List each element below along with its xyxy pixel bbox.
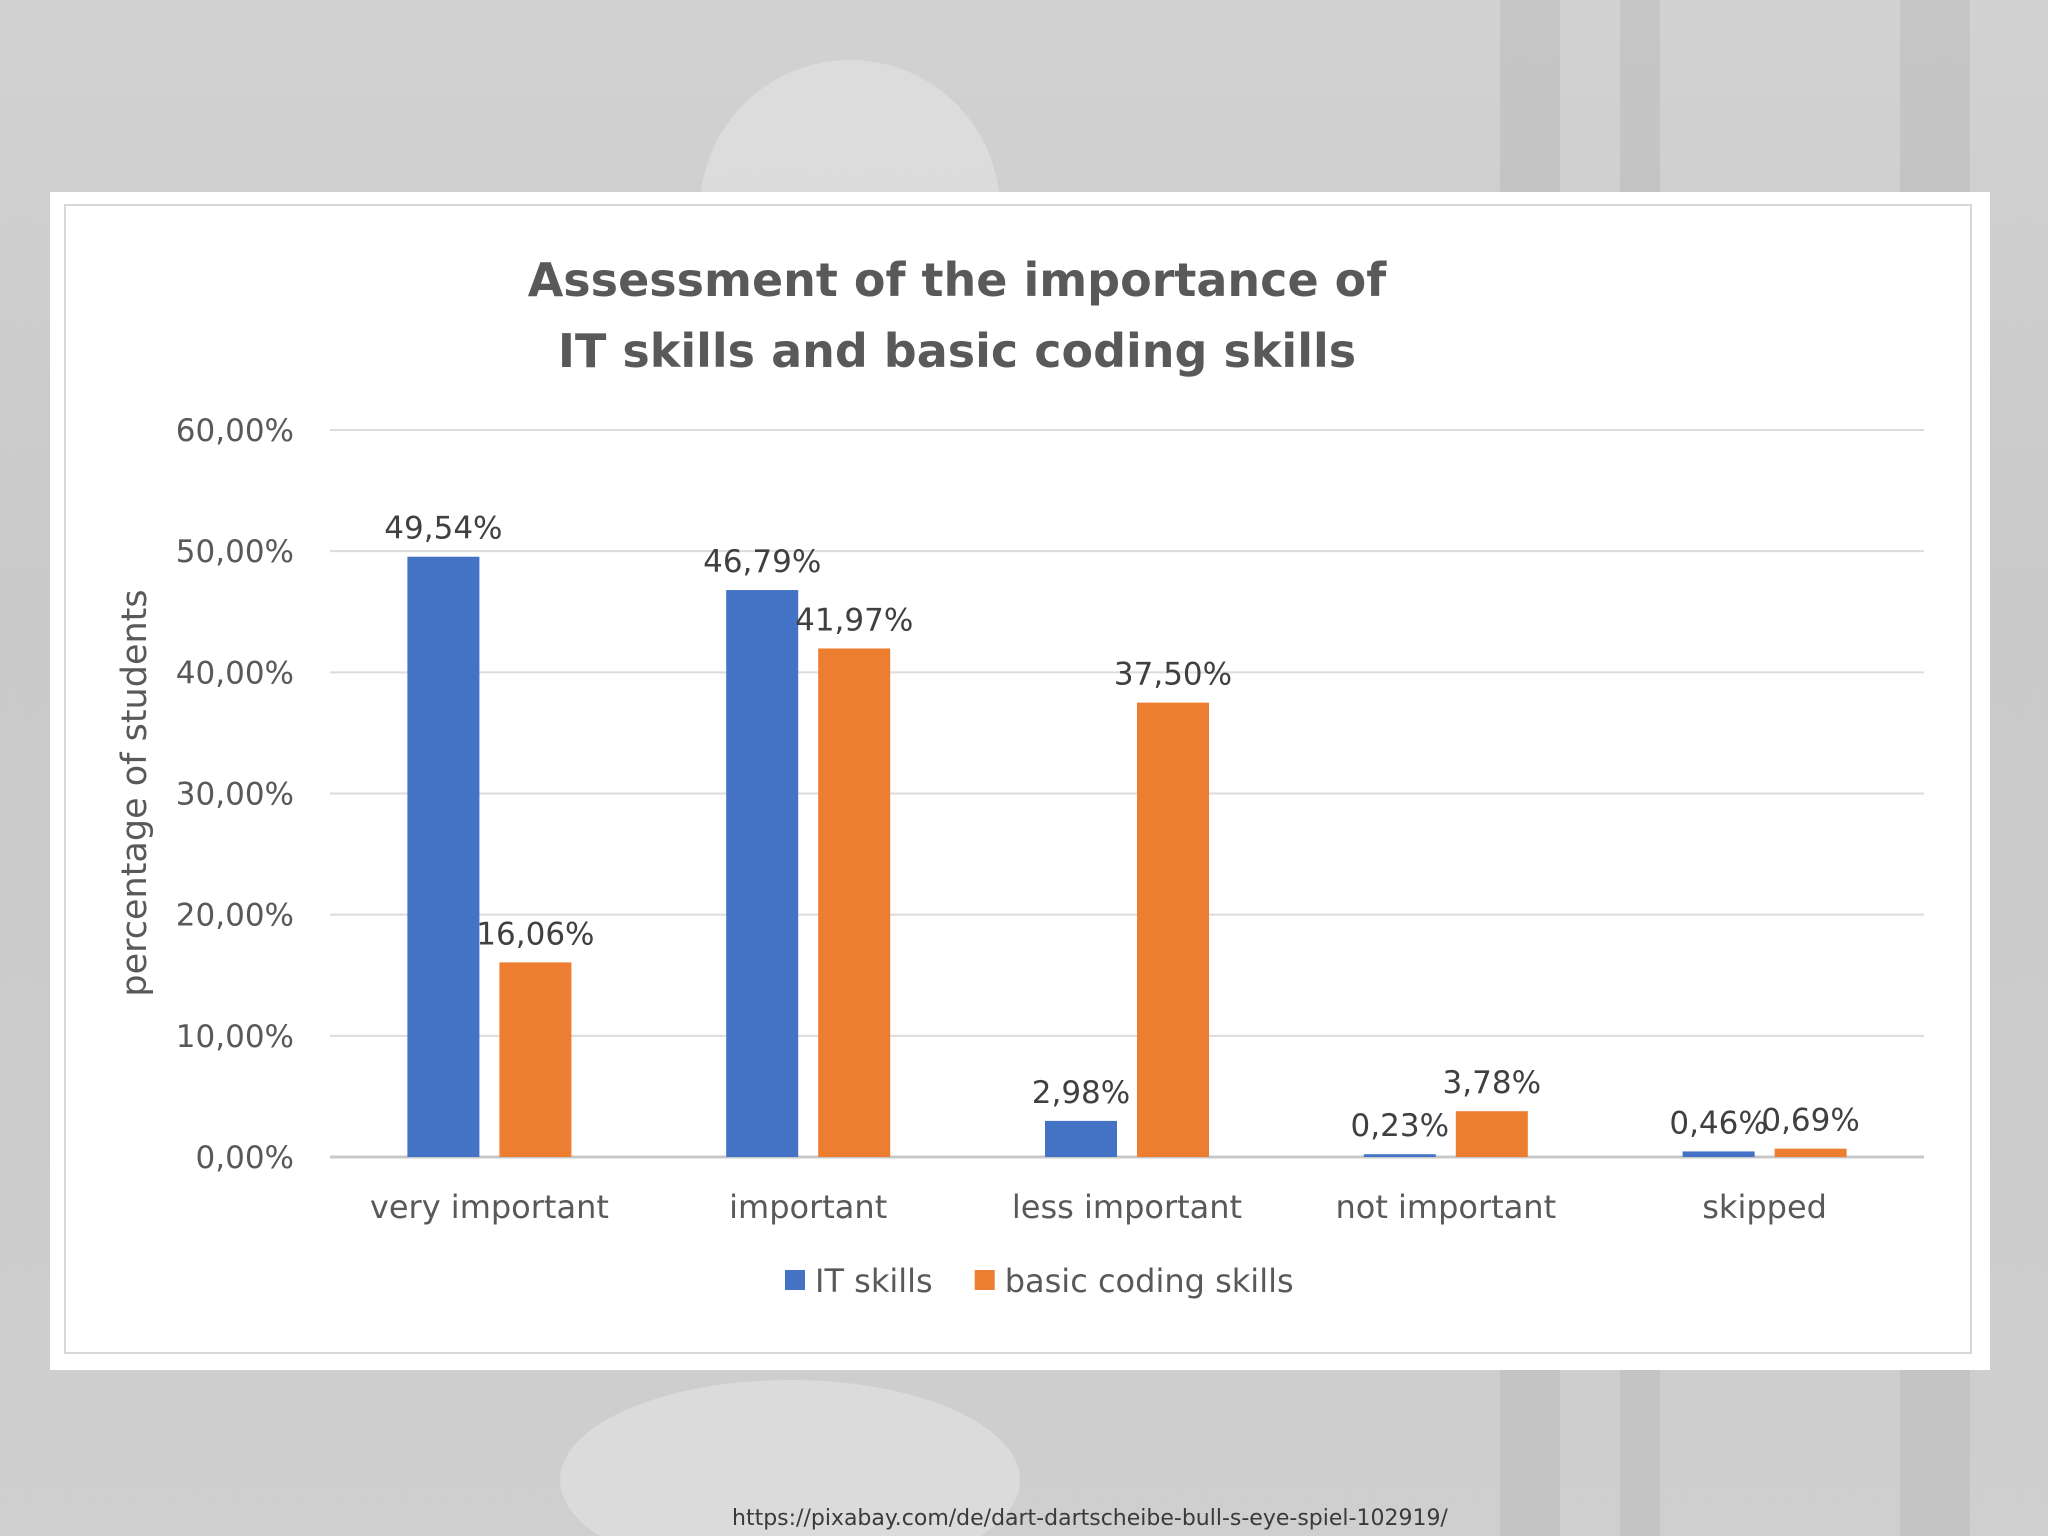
y-tick-label: 60,00%: [176, 413, 294, 449]
x-tick-label: very important: [370, 1188, 609, 1226]
data-label: 0,46%: [1669, 1105, 1767, 1141]
bar-basic-coding-skills: [818, 648, 891, 1157]
y-tick-label: 20,00%: [176, 898, 294, 934]
legend-label: basic coding skills: [1005, 1262, 1294, 1300]
bar-chart: Assessment of the importance of IT skills…: [115, 253, 1924, 1300]
x-tick-label: important: [729, 1188, 887, 1226]
chart-title-line: IT skills and basic coding skills: [558, 324, 1356, 378]
y-tick-label: 30,00%: [176, 777, 294, 813]
bar-it-skills: [1682, 1151, 1755, 1157]
bar-it-skills: [1045, 1120, 1117, 1157]
bar-basic-coding-skills: [499, 962, 572, 1157]
x-tick-label: less important: [1012, 1188, 1242, 1226]
y-tick-label: 10,00%: [176, 1019, 294, 1055]
x-tick-label: skipped: [1702, 1188, 1827, 1226]
bar-it-skills: [1363, 1154, 1436, 1157]
bar-it-skills: [407, 556, 480, 1157]
data-label: 41,97%: [795, 602, 913, 638]
data-label: 0,69%: [1761, 1103, 1859, 1139]
slide-frame: Assessment of the importance of IT skills…: [50, 192, 1990, 1370]
legend-label: IT skills: [815, 1262, 933, 1300]
legend-swatch: [974, 1270, 995, 1290]
data-label: 3,78%: [1443, 1065, 1541, 1101]
data-label: 16,06%: [476, 916, 594, 952]
background-blob: [560, 1380, 1020, 1536]
data-label: 46,79%: [703, 544, 821, 580]
data-label: 2,98%: [1032, 1075, 1130, 1111]
bar-basic-coding-skills: [1455, 1111, 1528, 1157]
y-tick-label: 0,00%: [196, 1140, 294, 1176]
chart-title-line: Assessment of the importance of: [528, 253, 1388, 307]
data-label: 37,50%: [1114, 657, 1232, 693]
legend-swatch: [785, 1270, 805, 1290]
data-label: 0,23%: [1351, 1108, 1449, 1144]
x-tick-label: not important: [1335, 1188, 1556, 1226]
y-tick-label: 50,00%: [176, 534, 294, 570]
y-axis-label: percentage of students: [115, 589, 155, 996]
image-credit: https://pixabay.com/de/dart-dartscheibe-…: [732, 1506, 1448, 1531]
y-tick-label: 40,00%: [176, 655, 294, 691]
data-label: 49,54%: [384, 511, 502, 547]
bar-basic-coding-skills: [1774, 1148, 1847, 1157]
bar-it-skills: [726, 590, 799, 1157]
bar-basic-coding-skills: [1137, 702, 1209, 1157]
chart-container: Assessment of the importance of IT skills…: [64, 204, 1972, 1354]
